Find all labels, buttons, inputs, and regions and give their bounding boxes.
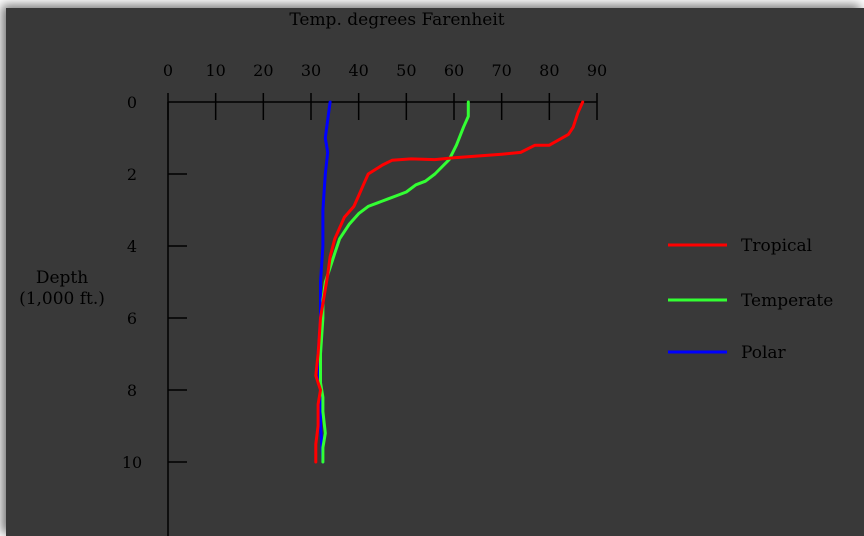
- chart-background: [6, 8, 864, 536]
- axes: 0 10 20 30 40 50 60 70 80 90 0 2 4 6 8 10: [122, 61, 607, 536]
- legend-label-temperate: Temperate: [741, 291, 833, 311]
- y-tick-label: 0: [127, 93, 137, 112]
- x-tick-label: 40: [348, 61, 368, 80]
- series-line-tropical: [314, 100, 585, 464]
- x-tick-label: 90: [587, 61, 607, 80]
- x-tick-label: 20: [253, 61, 273, 80]
- x-axis-title: Temp. degrees Farenheit: [289, 10, 504, 30]
- y-tick-label: 6: [127, 309, 137, 328]
- legend: Tropical Temperate Polar: [668, 236, 833, 363]
- y-tick-label: 4: [127, 237, 137, 256]
- y-tick-label: 8: [127, 381, 137, 400]
- x-tick-label: 60: [444, 61, 464, 80]
- y-axis-title: Depth (1,000 ft.): [19, 268, 105, 309]
- y-tick-label: 10: [122, 453, 142, 472]
- x-tick-label: 70: [491, 61, 511, 80]
- x-tick-label: 50: [396, 61, 416, 80]
- y-axis-title-line-1: Depth: [36, 268, 88, 288]
- legend-label-tropical: Tropical: [741, 236, 812, 256]
- y-axis-title-line-2: (1,000 ft.): [19, 289, 105, 309]
- x-tick-label: 10: [205, 61, 225, 80]
- y-tick-label: 2: [127, 165, 137, 184]
- x-tick-label: 0: [163, 61, 173, 80]
- legend-label-polar: Polar: [741, 343, 787, 363]
- x-tick-label: 80: [539, 61, 559, 80]
- series-layer: [314, 100, 585, 464]
- series-line-temperate: [319, 100, 470, 464]
- x-tick-label: 30: [301, 61, 321, 80]
